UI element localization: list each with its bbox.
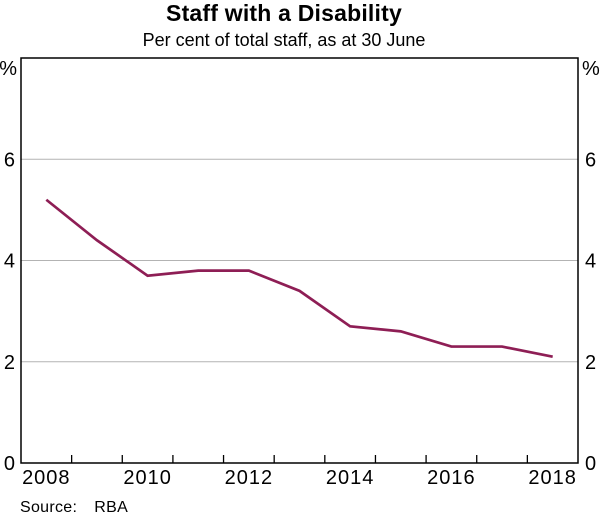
svg-text:4: 4 — [585, 251, 597, 273]
svg-text:2012: 2012 — [225, 467, 274, 489]
svg-text:6: 6 — [4, 149, 16, 171]
source-label: Source: — [20, 499, 78, 516]
svg-text:2008: 2008 — [22, 467, 71, 489]
svg-text:2016: 2016 — [427, 467, 476, 489]
svg-text:2010: 2010 — [123, 467, 172, 489]
svg-text:2: 2 — [585, 352, 597, 374]
svg-text:2014: 2014 — [326, 467, 375, 489]
svg-text:0: 0 — [585, 453, 597, 475]
svg-text:6: 6 — [585, 149, 597, 171]
svg-text:%: % — [0, 58, 18, 80]
source-line: Source: RBA — [20, 499, 128, 517]
svg-text:%: % — [582, 58, 600, 80]
svg-text:2018: 2018 — [528, 467, 577, 489]
svg-text:0: 0 — [4, 453, 16, 475]
chart-title: Staff with a Disability — [166, 0, 402, 26]
chart-subtitle: Per cent of total staff, as at 30 June — [142, 30, 426, 50]
svg-text:4: 4 — [4, 251, 16, 273]
source-value: RBA — [94, 499, 129, 516]
svg-text:2: 2 — [4, 352, 16, 374]
